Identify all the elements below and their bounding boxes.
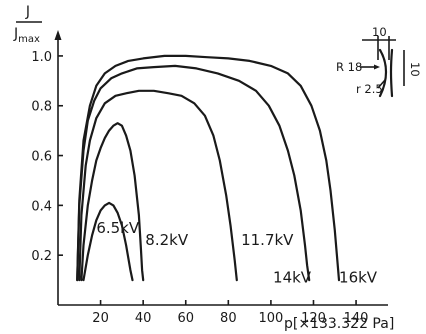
y-axis-arrowhead — [54, 30, 62, 40]
y-axis-title-numerator: J — [25, 4, 30, 20]
x-ticks: 20 40 60 80 100 120 140 — [92, 300, 368, 326]
y-ticks: 0.2 0.4 0.6 0.8 1.0 — [31, 50, 63, 264]
curve-label-16kv: 16kV — [339, 269, 378, 287]
curve-14kv — [76, 64, 311, 282]
y-axis-title-denominator-base: J — [13, 26, 18, 42]
curve-label-14kv: 14kV — [273, 269, 312, 287]
x-tick-label: 140 — [344, 311, 369, 326]
curve-11-7kv — [78, 89, 238, 282]
y-tick-label: 1.0 — [31, 50, 52, 65]
y-axis-title-denominator-sub: max — [18, 34, 40, 45]
inset-electrode-profile — [378, 48, 394, 98]
curves — [76, 54, 341, 282]
x-tick-label: 100 — [258, 311, 283, 326]
inset-radius-small-leader — [377, 79, 386, 89]
inset-height-label: 10 — [408, 62, 422, 77]
x-tick-label: 120 — [301, 311, 326, 326]
x-tick-label: 80 — [220, 311, 237, 326]
y-tick-label: 0.6 — [31, 150, 52, 165]
x-tick-label: 20 — [92, 311, 109, 326]
curve-label-6-5kv: 6.5kV — [96, 219, 140, 237]
electrode-inset-diagram: 10 R 18 10 r 2.5 — [336, 25, 422, 98]
inset-radius-small-label: r 2.5 — [356, 82, 383, 96]
x-tick-label: 40 — [135, 311, 152, 326]
y-axis-title: J Jmax — [13, 4, 42, 45]
curve-6-5kv — [82, 201, 134, 282]
x-tick-label: 60 — [177, 311, 194, 326]
inset-radius-large-arrowhead — [374, 64, 380, 70]
y-tick-label: 0.4 — [31, 199, 52, 214]
curve-label-8-2kv: 8.2kV — [145, 231, 189, 249]
y-tick-label: 0.8 — [31, 100, 52, 115]
curve-8-2kv — [80, 122, 145, 282]
curve-labels: 6.5kV 8.2kV 11.7kV 14kV 16kV — [96, 219, 377, 287]
curve-16kv — [76, 54, 341, 282]
inset-width-label: 10 — [372, 25, 387, 39]
curve-label-11-7kv: 11.7kV — [241, 231, 294, 249]
inset-radius-large-label: R 18 — [336, 60, 362, 74]
y-axis-title-denominator: Jmax — [13, 26, 40, 45]
y-tick-label: 0.2 — [31, 249, 52, 264]
x-axis-title: p[×133.322 Pa] — [284, 316, 394, 332]
